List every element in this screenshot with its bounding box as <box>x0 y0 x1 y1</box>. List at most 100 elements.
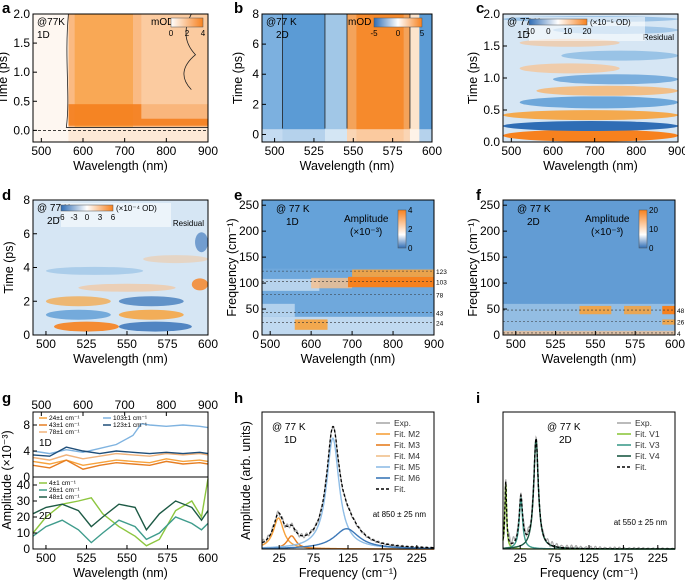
residual-blob <box>45 296 111 307</box>
y-tick-label: 0 <box>23 328 30 342</box>
y-tick-label: 200 <box>239 224 259 238</box>
y-tick-label: 4 <box>23 444 30 458</box>
colorbar-tick-label: -3 <box>70 213 78 222</box>
y-tick-label: 0 <box>493 328 500 342</box>
residual-blob <box>503 129 678 142</box>
heatmap-cell <box>294 319 328 330</box>
legend-label: 123±1 cm⁻¹ <box>113 422 148 429</box>
y-tick-label: 2 <box>252 97 259 111</box>
x-axis-label: Wavelength (nm) <box>73 566 168 580</box>
residual-blob <box>519 63 620 74</box>
temperature-note: @ 77 K <box>37 203 71 214</box>
y-tick-label: 0 <box>23 542 30 556</box>
heatmap-cell <box>409 14 420 142</box>
y-axis-label: Amplitude (arb. units) <box>239 421 253 540</box>
mode-label: 123 <box>436 269 447 276</box>
y-tick-label: 1.5 <box>483 39 500 53</box>
colorbar-subtitle: (×10⁻³) <box>350 227 382 238</box>
y-tick-label: 8 <box>23 418 30 432</box>
y-axis-label: Time (ps) <box>466 52 480 104</box>
x-tick-label: 800 <box>156 144 176 158</box>
x-tick-label: 575 <box>625 337 645 351</box>
temperature-note: @ 77 K <box>547 422 581 433</box>
top-x-tick-label: 500 <box>31 398 51 412</box>
series-fit-0 <box>502 483 675 550</box>
x-tick-label: 700 <box>115 144 135 158</box>
legend-label: Fit. M6 <box>394 473 420 483</box>
colorbar-title: Amplitude <box>344 214 389 225</box>
y-tick-label: 20 <box>17 510 31 524</box>
mode-label: 48 <box>677 308 685 315</box>
sample-label: 2D <box>47 216 60 227</box>
legend-label: Fit. M5 <box>394 462 420 472</box>
x-tick-label: 500 <box>265 144 285 158</box>
legend-label: 4±1 cm⁻¹ <box>49 480 77 487</box>
colorbar-title: mOD <box>348 17 371 28</box>
x-tick-label: 175 <box>613 551 633 565</box>
colorbar-title: mOD <box>151 17 174 28</box>
colorbar-tick-label: 20 <box>583 27 592 36</box>
legend-label: 24±1 cm⁻¹ <box>49 415 80 422</box>
y-axis-label: Time (ps) <box>231 52 245 104</box>
y-tick-label: 10 <box>17 526 31 540</box>
residual-blob <box>503 110 678 121</box>
sample-label: 1D <box>517 30 530 41</box>
plot-frame <box>32 13 209 143</box>
y-tick-label: 0.0 <box>13 123 30 137</box>
panel-letter: f <box>476 187 482 204</box>
x-tick-label: 900 <box>424 337 444 351</box>
y-tick-label: 50 <box>487 302 501 316</box>
sample-label: 2D <box>559 435 572 446</box>
x-tick-label: 900 <box>198 144 218 158</box>
legend-label: Fit. M4 <box>394 451 420 461</box>
temperature-note: @77K <box>37 17 65 28</box>
residual-blob <box>561 50 678 61</box>
top-x-tick-label: 800 <box>156 398 176 412</box>
y-axis-label: Frequency (cm⁻¹) <box>466 218 480 316</box>
heatmap-cell <box>324 14 347 142</box>
y-tick-label: 2.0 <box>483 7 500 21</box>
y-tick-label: 100 <box>239 276 259 290</box>
heatmap-cell <box>262 129 432 142</box>
colorbar-tick-label: 10 <box>563 27 572 36</box>
x-tick-label: 525 <box>76 551 96 565</box>
legend-label: Fit. M2 <box>394 429 420 439</box>
x-tick-label: 500 <box>31 144 51 158</box>
x-tick-label: 600 <box>73 144 93 158</box>
heatmap-cell <box>262 278 320 291</box>
x-tick-label: 125 <box>579 551 599 565</box>
heatmap-cell <box>262 316 434 335</box>
colorbar-tick-label: 20 <box>649 206 658 215</box>
x-tick-label: 125 <box>338 551 358 565</box>
colorbar-title: (×10⁻⁵ OD) <box>590 18 631 27</box>
residual-blob <box>503 121 678 131</box>
colorbar-tick-label: -10 <box>523 27 535 36</box>
colorbar <box>397 209 407 249</box>
x-tick-label: 600 <box>301 337 321 351</box>
x-tick-label: 75 <box>307 551 321 565</box>
sample-label: 1D <box>284 435 297 446</box>
y-tick-label: 6 <box>23 227 30 241</box>
panel-letter: c <box>476 0 484 17</box>
series-line-top-2 <box>32 452 209 461</box>
heatmap-cell <box>262 14 283 142</box>
x-tick-label: 800 <box>383 337 403 351</box>
colorbar-tick-label: 4 <box>201 29 206 38</box>
colorbar-tick-label: 2 <box>408 225 413 234</box>
temperature-note: @ 77 K <box>507 17 541 28</box>
sample-label: 1D <box>37 30 50 41</box>
residual-label: Residual <box>173 219 204 228</box>
x-axis-label: Frequency (cm⁻¹) <box>299 566 397 580</box>
y-tick-label: 1.0 <box>13 65 30 79</box>
heatmap-cell <box>662 319 675 325</box>
heatmap-cell <box>141 14 208 119</box>
y-tick-label: 150 <box>480 250 500 264</box>
legend-label: 78±1 cm⁻¹ <box>49 429 80 436</box>
colorbar-tick-label: 0 <box>85 213 90 222</box>
colorbar <box>170 17 204 28</box>
residual-blob <box>118 309 184 320</box>
colorbar-tick-label: 4 <box>408 206 413 215</box>
legend-label: Exp. <box>394 418 411 428</box>
y-tick-label: 250 <box>239 198 259 212</box>
legend-label: Fit. <box>394 484 406 494</box>
